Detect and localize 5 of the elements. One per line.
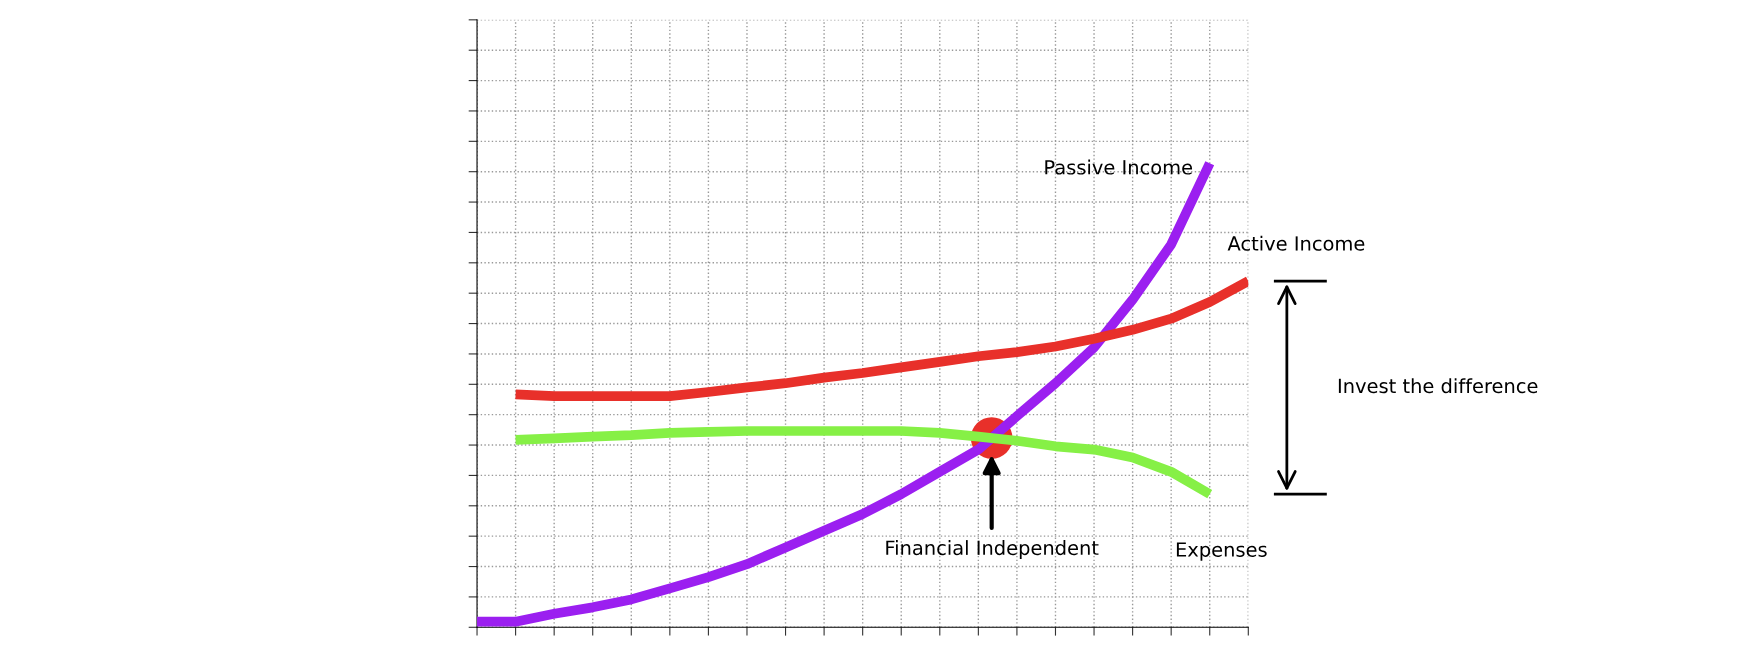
series-label: Active Income [1227,235,1365,251]
series-label: Passive Income [1045,159,1193,175]
text: Invest the difference [1338,378,1538,394]
annotation: Financial Independent [886,540,1099,559]
text: Expenses [1176,542,1267,561]
